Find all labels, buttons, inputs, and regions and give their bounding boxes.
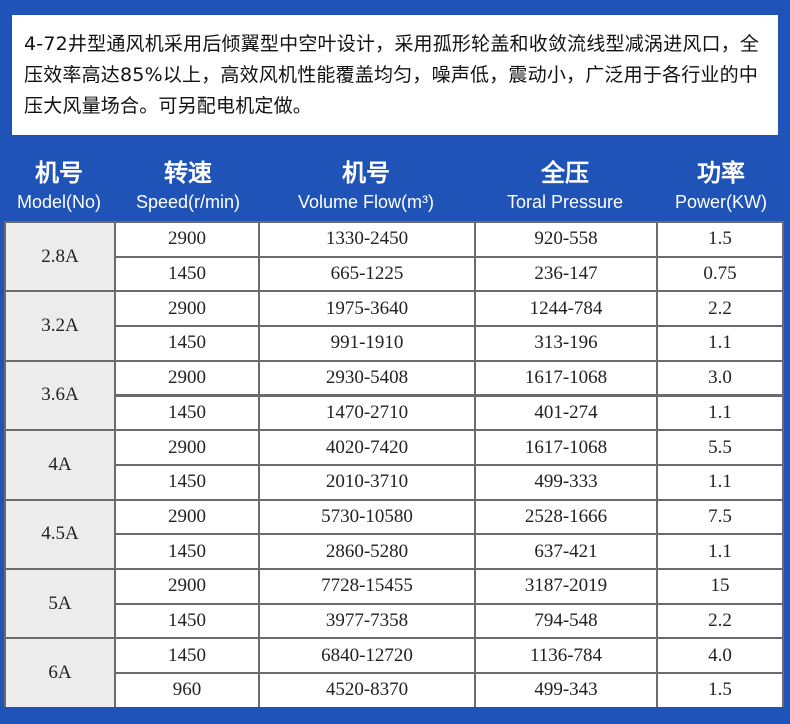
cell-model: 4A [6, 431, 114, 499]
cell-pressure: 794-548 [476, 604, 656, 638]
cell-speed: 2900 [116, 223, 258, 256]
cell-power: 3.0 [658, 361, 782, 395]
cell-volume-flow: 1470-2710 [260, 396, 474, 430]
cell-pressure: 2528-1666 [476, 500, 656, 534]
cell-power: 1.5 [658, 223, 782, 256]
cell-model: 2.8A [6, 223, 114, 291]
header-power-zh: 功率 [697, 159, 745, 187]
cell-pressure: 313-196 [476, 327, 656, 360]
cell-speed: 2900 [116, 292, 258, 326]
cell-speed: 960 [116, 674, 258, 707]
cell-volume-flow: 2010-3710 [260, 465, 474, 499]
header-speed-en: Speed(r/min) [135, 192, 241, 212]
intro-paragraph: 4-72井型通风机采用后倾翼型中空叶设计，采用孤形轮盖和收敛流线型减涡进风口，全… [24, 33, 760, 117]
header-model: 机号 Model(No) [0, 158, 118, 214]
cell-volume-flow: 5730-10580 [260, 500, 474, 534]
cell-speed: 1450 [116, 396, 258, 430]
cell-volume-flow: 4020-7420 [260, 431, 474, 464]
cell-power: 2.2 [658, 292, 782, 326]
cell-volume-flow: 1330-2450 [260, 223, 474, 256]
cell-pressure: 499-333 [476, 465, 656, 499]
cell-volume-flow: 4520-8370 [260, 674, 474, 707]
cell-power: 15 [658, 570, 782, 603]
cell-pressure: 920-558 [476, 223, 656, 256]
header-power: 功率 Power(KW) [656, 158, 786, 214]
cell-power: 1.1 [658, 396, 782, 430]
spec-table: 2.8A 2900 1330-2450 920-558 1.5 1450 665-1225 2… [4, 221, 784, 707]
cell-speed: 1450 [116, 257, 258, 291]
cell-model: 4.5A [6, 500, 114, 568]
cell-model: 3.6A [6, 361, 114, 430]
cell-speed: 1450 [116, 327, 258, 360]
table-header: 机号 Model(No) 转速 Speed(r/min) 机号 Volume F… [0, 150, 790, 220]
cell-model: 5A [6, 570, 114, 638]
cell-pressure: 1244-784 [476, 292, 656, 326]
cell-volume-flow: 3977-7358 [260, 604, 474, 638]
cell-power: 1.1 [658, 535, 782, 568]
cell-pressure: 637-421 [476, 535, 656, 568]
cell-volume-flow: 2930-5408 [260, 361, 474, 395]
header-model-zh: 机号 [35, 159, 83, 187]
cell-power: 4.0 [658, 639, 782, 673]
cell-volume-flow: 2860-5280 [260, 535, 474, 568]
cell-model: 3.2A [6, 292, 114, 360]
cell-volume-flow: 6840-12720 [260, 639, 474, 673]
header-volume-flow: 机号 Volume Flow(m³) [258, 158, 474, 214]
header-pressure-en: Toral Pressure [506, 192, 624, 212]
bottom-bar [0, 707, 790, 724]
cell-pressure: 1617-1068 [476, 361, 656, 395]
cell-power: 7.5 [658, 500, 782, 534]
cell-speed: 2900 [116, 431, 258, 464]
cell-speed: 2900 [116, 570, 258, 603]
cell-speed: 1450 [116, 639, 258, 673]
cell-power: 2.2 [658, 604, 782, 638]
cell-power: 1.1 [658, 327, 782, 360]
cell-speed: 2900 [116, 361, 258, 395]
header-volume-flow-zh: 机号 [342, 159, 390, 187]
cell-pressure: 1617-1068 [476, 431, 656, 464]
cell-volume-flow: 665-1225 [260, 257, 474, 291]
cell-pressure: 401-274 [476, 396, 656, 430]
intro-text-box: 4-72井型通风机采用后倾翼型中空叶设计，采用孤形轮盖和收敛流线型减涡进风口，全… [12, 15, 778, 135]
header-model-en: Model(No) [16, 192, 102, 212]
cell-volume-flow: 991-1910 [260, 327, 474, 360]
cell-model: 6A [6, 639, 114, 707]
header-speed: 转速 Speed(r/min) [118, 158, 258, 214]
cell-power: 0.75 [658, 257, 782, 291]
header-power-en: Power(KW) [674, 192, 767, 212]
cell-power: 1.5 [658, 674, 782, 707]
cell-speed: 1450 [116, 465, 258, 499]
cell-power: 5.5 [658, 431, 782, 464]
cell-speed: 1450 [116, 535, 258, 568]
header-pressure: 全压 Toral Pressure [474, 158, 656, 214]
header-speed-zh: 转速 [164, 159, 212, 187]
cell-pressure: 236-147 [476, 257, 656, 291]
cell-volume-flow: 7728-15455 [260, 570, 474, 603]
cell-power: 1.1 [658, 465, 782, 499]
header-pressure-zh: 全压 [541, 159, 589, 187]
cell-pressure: 1136-784 [476, 639, 656, 673]
cell-speed: 1450 [116, 604, 258, 638]
cell-volume-flow: 1975-3640 [260, 292, 474, 326]
cell-pressure: 3187-2019 [476, 570, 656, 603]
cell-speed: 2900 [116, 500, 258, 534]
header-volume-flow-en: Volume Flow(m³) [297, 192, 435, 212]
cell-pressure: 499-343 [476, 674, 656, 707]
